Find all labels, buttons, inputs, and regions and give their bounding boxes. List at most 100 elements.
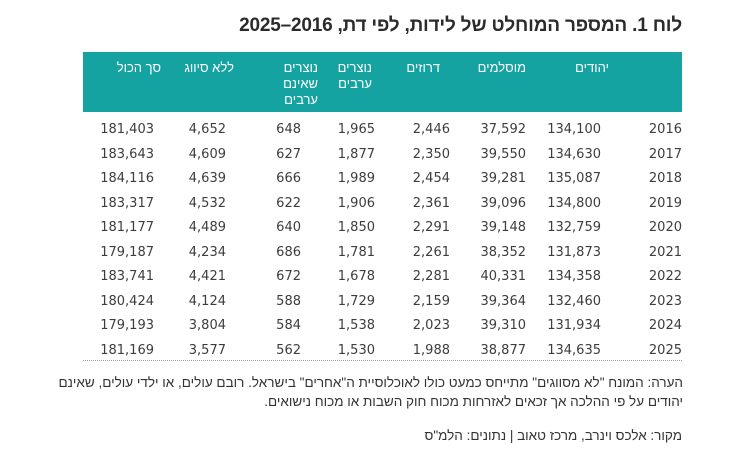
cell-non-arab-christians: 588 — [276, 293, 301, 309]
cell-arab-christians: 1,850 — [337, 220, 375, 235]
cell-muslims: 38,352 — [480, 244, 527, 260]
cell-druze: 2,023 — [412, 318, 450, 333]
cell-year: 2024 — [648, 318, 682, 333]
cell-year: 2022 — [648, 269, 682, 284]
cell-unclassified: 4,124 — [188, 293, 226, 309]
cell-unclassified: 4,234 — [188, 244, 226, 260]
table-row: 2016 134,100 37,592 2,446 1,965 648 4,652 181,4… — [83, 122, 682, 146]
cell-druze: 2,291 — [412, 220, 450, 235]
cell-unclassified: 4,532 — [188, 195, 226, 211]
births-table: יהודים מוסלמים דרוזים נוצרים ערבים נוצרי… — [83, 52, 682, 360]
cell-unclassified: 4,609 — [188, 146, 226, 162]
cell-non-arab-christians: 622 — [276, 195, 301, 211]
cell-arab-christians: 1,989 — [337, 171, 375, 186]
cell-muslims: 39,550 — [480, 146, 527, 162]
cell-non-arab-christians: 584 — [276, 318, 301, 333]
table-row: 2018 135,087 39,281 2,454 1,989 666 4,639 184,1… — [83, 171, 682, 195]
cell-year: 2016 — [648, 122, 682, 137]
table-header: יהודים מוסלמים דרוזים נוצרים ערבים נוצרי… — [83, 52, 682, 112]
cell-year: 2023 — [648, 293, 682, 309]
cell-non-arab-christians: 648 — [276, 122, 301, 137]
cell-jews: 134,630 — [547, 146, 601, 162]
cell-arab-christians: 1,906 — [337, 195, 375, 211]
cell-arab-christians: 1,965 — [337, 122, 375, 137]
cell-year: 2017 — [648, 146, 682, 162]
cell-muslims: 40,331 — [480, 269, 527, 284]
header-jews: יהודים — [575, 60, 609, 75]
table-row: 2022 134,358 40,331 2,281 1,678 672 4,421 183,7… — [83, 269, 682, 293]
cell-non-arab-christians: 562 — [276, 342, 301, 358]
cell-unclassified: 4,421 — [188, 269, 226, 284]
cell-year: 2018 — [648, 171, 682, 186]
header-muslims: מוסלמים — [477, 60, 526, 75]
cell-unclassified: 3,804 — [188, 318, 226, 333]
cell-jews: 134,800 — [547, 195, 601, 211]
cell-unclassified: 4,639 — [188, 171, 226, 186]
cell-non-arab-christians: 627 — [276, 146, 301, 162]
cell-druze: 2,159 — [412, 293, 450, 309]
table-row: 2024 131,934 39,310 2,023 1,538 584 3,804 179,1… — [83, 318, 682, 342]
cell-arab-christians: 1,729 — [337, 293, 375, 309]
cell-druze: 1,988 — [412, 342, 450, 358]
cell-jews: 134,635 — [547, 342, 601, 358]
cell-total: 179,187 — [100, 244, 154, 260]
cell-year: 2025 — [648, 342, 682, 358]
cell-non-arab-christians: 686 — [276, 244, 301, 260]
cell-muslims: 39,310 — [480, 318, 527, 333]
cell-druze: 2,350 — [412, 146, 450, 162]
cell-total: 183,317 — [100, 195, 154, 211]
cell-non-arab-christians: 672 — [276, 269, 301, 284]
table-row: 2023 132,460 39,364 2,159 1,729 588 4,124 180,4… — [83, 294, 682, 318]
cell-total: 184,116 — [100, 171, 154, 186]
cell-jews: 132,759 — [547, 220, 601, 235]
cell-druze: 2,446 — [412, 122, 450, 137]
table-row: 2025 134,635 38,877 1,988 1,530 562 3,577 181,1… — [83, 343, 682, 367]
table-source: מקור: אלכס וינרב, מרכז טאוב | נתונים: הל… — [424, 428, 682, 443]
cell-muslims: 39,096 — [480, 195, 527, 211]
table-divider — [83, 360, 682, 361]
cell-druze: 2,361 — [412, 195, 450, 211]
cell-total: 180,424 — [100, 293, 154, 309]
cell-druze: 2,454 — [412, 171, 450, 186]
cell-arab-christians: 1,530 — [337, 342, 375, 358]
cell-jews: 134,358 — [547, 269, 601, 284]
cell-jews: 135,087 — [547, 171, 601, 186]
header-total: סך הכול — [116, 60, 161, 75]
table-title: לוח 1. המספר המוחלט של לידות, לפי דת, 20… — [239, 15, 682, 36]
cell-arab-christians: 1,538 — [337, 318, 375, 333]
table-body: 2016 134,100 37,592 2,446 1,965 648 4,652 181,4… — [83, 112, 682, 360]
cell-muslims: 38,877 — [480, 342, 527, 358]
header-druze: דרוזים — [406, 60, 440, 75]
cell-total: 181,169 — [100, 342, 154, 358]
header-arab-christians: נוצרים ערבים — [337, 60, 372, 91]
cell-non-arab-christians: 640 — [276, 220, 301, 235]
table-note: הערה: המונח "לא מסווגים" מתייחס כמעט כול… — [58, 375, 683, 409]
cell-arab-christians: 1,877 — [337, 146, 375, 162]
table-row: 2020 132,759 39,148 2,291 1,850 640 4,489 181,1… — [83, 220, 682, 244]
cell-year: 2021 — [648, 244, 682, 260]
cell-arab-christians: 1,678 — [337, 269, 375, 284]
cell-druze: 2,261 — [412, 244, 450, 260]
cell-druze: 2,281 — [412, 269, 450, 284]
cell-arab-christians: 1,781 — [337, 244, 375, 260]
cell-jews: 131,934 — [547, 318, 601, 333]
cell-unclassified: 4,652 — [188, 122, 226, 137]
cell-total: 181,177 — [100, 220, 154, 235]
cell-muslims: 39,281 — [480, 171, 527, 186]
table-row: 2021 131,873 38,352 2,261 1,781 686 4,234 179,1… — [83, 245, 682, 269]
table-row: 2017 134,630 39,550 2,350 1,877 627 4,609 183,6… — [83, 147, 682, 171]
cell-muslims: 39,148 — [480, 220, 527, 235]
cell-total: 179,193 — [100, 318, 154, 333]
header-unclassified: ללא סיווג — [184, 60, 234, 75]
cell-total: 181,403 — [100, 122, 154, 137]
cell-muslims: 37,592 — [480, 122, 527, 137]
cell-year: 2019 — [648, 195, 682, 211]
cell-total: 183,741 — [100, 269, 154, 284]
cell-non-arab-christians: 666 — [276, 171, 301, 186]
cell-jews: 132,460 — [547, 293, 601, 309]
cell-unclassified: 4,489 — [188, 220, 226, 235]
cell-jews: 131,873 — [547, 244, 601, 260]
cell-muslims: 39,364 — [480, 293, 527, 309]
cell-total: 183,643 — [100, 146, 154, 162]
cell-unclassified: 3,577 — [188, 342, 226, 358]
